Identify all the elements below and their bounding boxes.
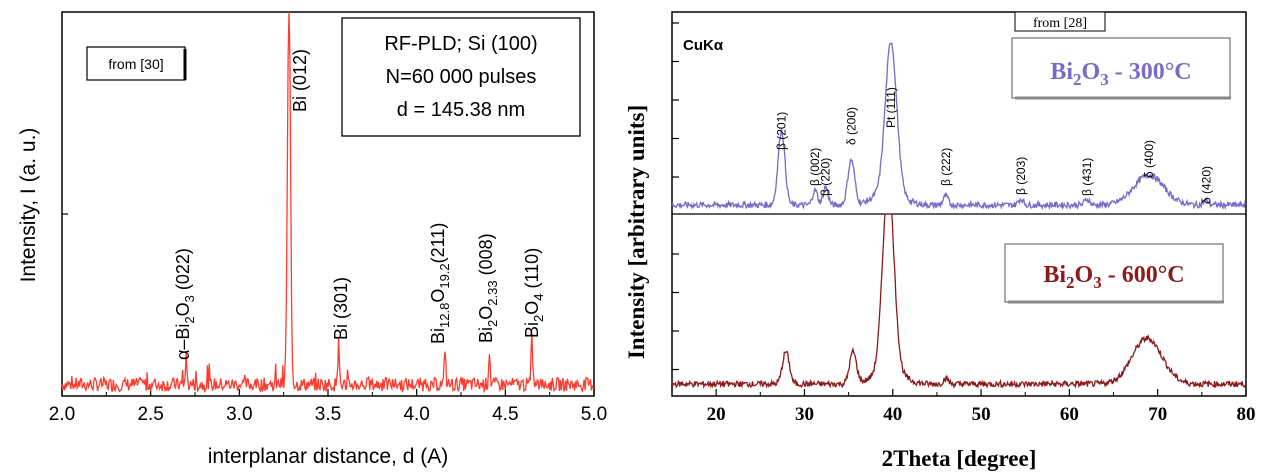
right-x-tick-label: 60 xyxy=(1060,404,1079,425)
left-source-note: from [30] xyxy=(108,56,163,72)
right-peak-label: Pt (111) xyxy=(884,87,898,128)
left-x-tick-label: 3.0 xyxy=(226,404,252,425)
legend-600c-box xyxy=(1004,243,1224,303)
right-x-tick-label: 50 xyxy=(972,404,991,425)
left-y-axis-label: Intensity, I (a. u.) xyxy=(17,128,40,283)
left-x-tick-label: 4.0 xyxy=(403,404,429,425)
left-x-tick-label: 3.5 xyxy=(315,404,341,425)
left-x-tick-label: 2.5 xyxy=(137,404,163,425)
right-y-axis-label: Intensity [arbitrary units] xyxy=(624,105,649,359)
left-peak-label-2: Bi (012) xyxy=(290,49,310,112)
legend-600c-label: Bi2O3 - 600°C xyxy=(1043,262,1184,292)
right-source-note-box xyxy=(1014,11,1106,32)
right-x-tick-label: 70 xyxy=(1148,404,1167,425)
right-chart: 20 30 40 50 60 70 80 from [28] CuKα Bi2O3 - 30… xyxy=(624,11,1256,471)
right-peak-label: δ (420) xyxy=(1199,166,1213,204)
left-chart: 2.0 2.5 3.0 3.5 4.0 4.5 5.0 from [30] RF-PLD; … xyxy=(17,11,607,468)
right-peak-label: δ (200) xyxy=(844,107,858,145)
info-line-1: RF-PLD; Si (100) xyxy=(384,33,537,55)
left-x-tick-label: 4.5 xyxy=(492,404,518,425)
series-600c-line xyxy=(671,213,1246,390)
left-series-line xyxy=(61,11,594,394)
right-source-note: from [28] xyxy=(1033,16,1087,31)
left-x-axis-label: interplanar distance, d (A) xyxy=(208,445,448,468)
info-line-3: d = 145.38 nm xyxy=(397,99,525,121)
radiation-label: CuKα xyxy=(683,37,724,54)
right-x-axis-label: 2Theta [degree] xyxy=(882,446,1037,471)
info-line-2: N=60 000 pulses xyxy=(386,66,537,88)
left-peak-label-3: Bi (301) xyxy=(331,277,351,340)
right-x-ticks: 20 30 40 50 60 70 80 xyxy=(671,389,1256,425)
right-peak-label: β (201) xyxy=(775,112,789,150)
right-peak-label: δ (400) xyxy=(1142,140,1156,178)
right-x-tick-label: 80 xyxy=(1237,404,1256,425)
right-peak-label: β (220) xyxy=(819,158,833,196)
left-x-tick-label: 2.0 xyxy=(49,404,75,425)
left-info-box xyxy=(341,17,581,137)
right-x-tick-label: 30 xyxy=(795,404,814,425)
left-x-ticks: 2.0 2.5 3.0 3.5 4.0 4.5 5.0 xyxy=(49,389,607,425)
right-y-ticks xyxy=(672,22,679,371)
right-peak-labels: β (201) β (002)β (220) δ (200) Pt (111) β (2… xyxy=(775,87,1214,204)
series-300c-line xyxy=(671,42,1247,211)
right-x-tick-label: 20 xyxy=(707,404,726,425)
legend-300c-box xyxy=(1011,37,1231,99)
right-peak-label: β (002) xyxy=(808,148,822,186)
left-source-note-box xyxy=(86,46,186,81)
left-x-tick-label: 5.0 xyxy=(581,404,607,425)
legend-300c-label: Bi2O3 - 300°C xyxy=(1050,59,1191,89)
right-x-tick-label: 40 xyxy=(883,404,902,425)
right-peak-label: β (203) xyxy=(1014,157,1028,195)
right-peak-label: β (222) xyxy=(939,148,953,186)
right-peak-label: β (431) xyxy=(1080,158,1094,196)
